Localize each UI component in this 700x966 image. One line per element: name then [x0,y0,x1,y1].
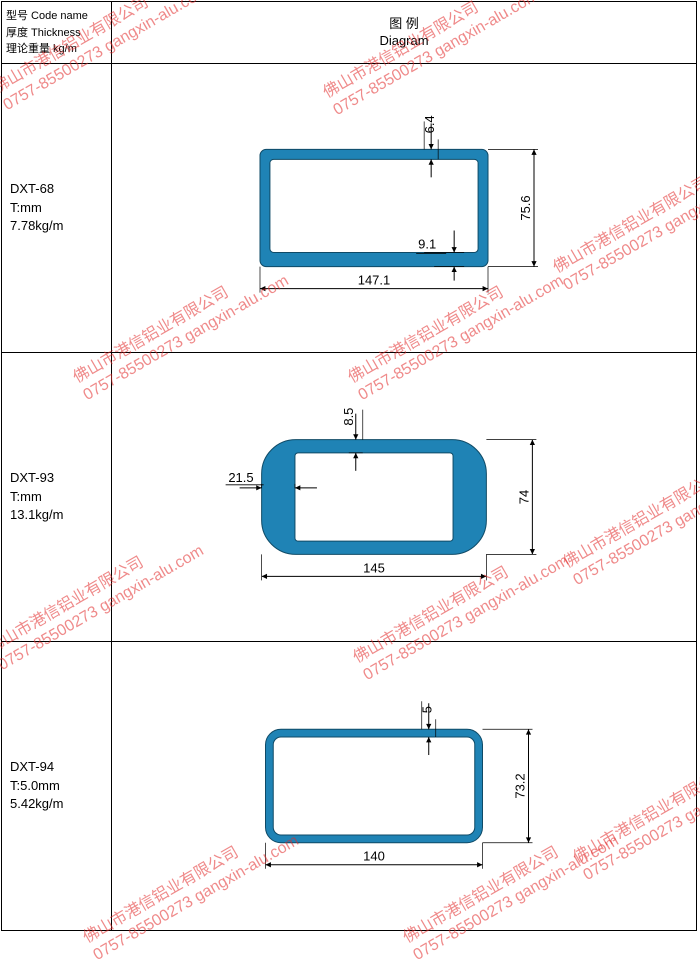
spec-label-cell: DXT-94T:5.0mm5.42kg/m [2,642,112,930]
header-diagram-en: Diagram [379,33,428,50]
svg-text:147.1: 147.1 [358,273,391,288]
svg-text:145: 145 [363,560,385,575]
profile-diagram: 140 73.2 5 [112,642,696,930]
code-name: DXT-68 [10,180,103,199]
page-frame: 型号 Code name 厚度 Thickness 理论重量 kg/m 图 例 … [1,1,697,931]
header-right-cell: 图 例 Diagram [112,2,696,63]
table-row: DXT-68T:mm7.78kg/m 147.1 75.6 6.4 9.1 [2,64,696,353]
header-diagram-cn: 图 例 [389,16,419,33]
svg-text:8.5: 8.5 [341,408,356,426]
header-code-label: 型号 Code name [6,8,107,25]
svg-text:73.2: 73.2 [513,773,528,798]
table-row: DXT-93T:mm13.1kg/m 145 74 8.5 21.5 [2,353,696,642]
header-left-cell: 型号 Code name 厚度 Thickness 理论重量 kg/m [2,2,112,63]
profile-diagram: 147.1 75.6 6.4 9.1 [112,64,696,352]
table-header: 型号 Code name 厚度 Thickness 理论重量 kg/m 图 例 … [2,2,696,64]
diagram-cell: 147.1 75.6 6.4 9.1 [112,64,696,352]
svg-text:5: 5 [420,706,435,713]
svg-text:21.5: 21.5 [228,470,253,485]
weight-value: 5.42kg/m [10,795,103,814]
svg-text:75.6: 75.6 [518,195,533,220]
svg-text:140: 140 [363,849,385,864]
thickness-value: T:mm [10,488,103,507]
header-weight-label: 理论重量 kg/m [6,41,107,58]
svg-text:6.4: 6.4 [422,115,437,133]
svg-text:9.1: 9.1 [418,236,436,251]
thickness-value: T:mm [10,199,103,218]
header-thick-label: 厚度 Thickness [6,25,107,42]
code-name: DXT-94 [10,758,103,777]
svg-text:74: 74 [516,490,531,504]
table-row: DXT-94T:5.0mm5.42kg/m 140 73.2 5 [2,642,696,930]
weight-value: 7.78kg/m [10,217,103,236]
diagram-cell: 145 74 8.5 21.5 [112,353,696,641]
spec-label-cell: DXT-68T:mm7.78kg/m [2,64,112,352]
rows-container: DXT-68T:mm7.78kg/m147.175.66.49.1DXT-93T… [2,64,696,930]
spec-label-cell: DXT-93T:mm13.1kg/m [2,353,112,641]
profile-diagram: 145 74 8.5 21.5 [112,353,696,641]
thickness-value: T:5.0mm [10,777,103,796]
weight-value: 13.1kg/m [10,506,103,525]
code-name: DXT-93 [10,469,103,488]
diagram-cell: 140 73.2 5 [112,642,696,930]
